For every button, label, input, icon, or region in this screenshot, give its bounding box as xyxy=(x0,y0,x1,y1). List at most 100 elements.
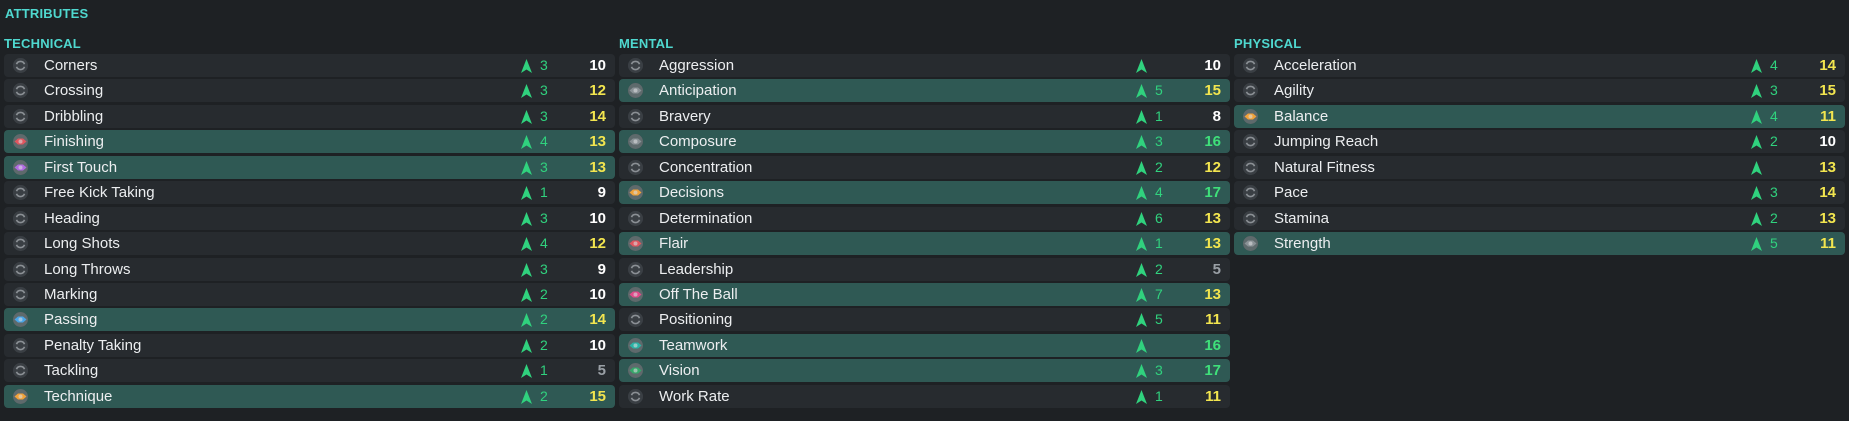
grey-key-icon xyxy=(628,83,643,99)
attribute-name: Technique xyxy=(44,387,113,405)
attribute-name: Tackling xyxy=(44,362,99,380)
attribute-row-agility[interactable]: Agility 3 15 xyxy=(1234,79,1845,103)
attribute-name: Penalty Taking xyxy=(44,336,142,354)
attribute-value: 14 xyxy=(589,107,606,125)
attribute-value: 14 xyxy=(1819,57,1836,74)
attribute-value: 10 xyxy=(1204,57,1221,74)
neutral-icon xyxy=(13,363,28,379)
attribute-change: 2 xyxy=(540,311,548,328)
neutral-icon xyxy=(1243,185,1258,201)
attribute-name: First Touch xyxy=(44,158,118,176)
attribute-change: 3 xyxy=(1770,82,1778,99)
attribute-row-work-rate[interactable]: Work Rate 1 11 xyxy=(619,384,1230,408)
up-arrow-icon xyxy=(1136,211,1147,226)
attribute-row-crossing[interactable]: Crossing 3 12 xyxy=(4,79,615,103)
attribute-row-dribbling[interactable]: Dribbling 3 14 xyxy=(4,104,615,128)
attribute-value: 15 xyxy=(1819,82,1836,100)
attribute-row-jumping-reach[interactable]: Jumping Reach 2 10 xyxy=(1234,130,1845,154)
attribute-name: Dribbling xyxy=(44,107,104,125)
up-arrow-icon xyxy=(1136,287,1147,302)
attribute-value: 13 xyxy=(1819,209,1836,227)
attribute-row-flair[interactable]: Flair 1 13 xyxy=(619,232,1230,256)
attribute-name: Determination xyxy=(659,209,753,227)
attribute-row-marking[interactable]: Marking 2 10 xyxy=(4,282,615,306)
attribute-name: Stamina xyxy=(1274,209,1330,227)
attribute-row-passing[interactable]: Passing 2 14 xyxy=(4,308,615,332)
attribute-row-concentration[interactable]: Concentration 2 12 xyxy=(619,155,1230,179)
column-heading-technical: TECHNICAL xyxy=(4,36,81,51)
attribute-value: 11 xyxy=(1820,107,1836,125)
attribute-value: 10 xyxy=(589,336,606,354)
attribute-row-long-shots[interactable]: Long Shots 4 12 xyxy=(4,232,615,256)
attribute-row-teamwork[interactable]: Teamwork 16 xyxy=(619,333,1230,357)
attribute-row-determination[interactable]: Determination 6 13 xyxy=(619,206,1230,230)
attribute-row-bravery[interactable]: Bravery 1 8 xyxy=(619,104,1230,128)
attribute-row-long-throws[interactable]: Long Throws 3 9 xyxy=(4,257,615,281)
up-arrow-icon xyxy=(1751,109,1762,124)
attribute-value: 11 xyxy=(1205,387,1221,405)
attribute-row-finishing[interactable]: Finishing 4 13 xyxy=(4,130,615,154)
technical-column: TECHNICAL Corners 3 10 Crossing 3 12 Dribbling… xyxy=(4,35,615,410)
attribute-row-off-the-ball[interactable]: Off The Ball 7 13 xyxy=(619,282,1230,306)
attribute-change: 1 xyxy=(1155,235,1163,252)
attribute-row-stamina[interactable]: Stamina 2 13 xyxy=(1234,206,1845,230)
physical-column: PHYSICAL Acceleration 4 14 Agility 3 15 Balanc… xyxy=(1234,35,1845,258)
attribute-name: Marking xyxy=(44,285,98,303)
column-heading-physical: PHYSICAL xyxy=(1234,36,1302,51)
neutral-icon xyxy=(628,312,643,328)
attribute-row-natural-fitness[interactable]: Natural Fitness 13 xyxy=(1234,155,1845,179)
up-arrow-icon xyxy=(521,287,532,302)
attribute-row-first-touch[interactable]: First Touch 3 13 xyxy=(4,155,615,179)
attribute-change: 1 xyxy=(1155,107,1163,124)
attribute-row-positioning[interactable]: Positioning 5 11 xyxy=(619,308,1230,332)
attribute-name: Teamwork xyxy=(659,336,728,354)
attribute-row-aggression[interactable]: Aggression 10 xyxy=(619,54,1230,77)
attribute-row-free-kick-taking[interactable]: Free Kick Taking 1 9 xyxy=(4,181,615,205)
attribute-name: Work Rate xyxy=(659,387,730,405)
attribute-change: 3 xyxy=(1155,133,1163,150)
attribute-row-tackling[interactable]: Tackling 1 5 xyxy=(4,359,615,383)
attribute-row-strength[interactable]: Strength 5 11 xyxy=(1234,232,1845,256)
up-arrow-icon xyxy=(521,84,532,99)
attribute-value: 13 xyxy=(1204,285,1221,303)
attribute-value: 10 xyxy=(1819,133,1836,151)
attribute-row-corners[interactable]: Corners 3 10 xyxy=(4,54,615,77)
attribute-row-pace[interactable]: Pace 3 14 xyxy=(1234,181,1845,205)
attribute-name: Vision xyxy=(659,362,700,380)
attribute-change: 3 xyxy=(540,107,548,124)
attribute-name: Composure xyxy=(659,133,737,151)
up-arrow-icon xyxy=(1751,237,1762,252)
attribute-row-acceleration[interactable]: Acceleration 4 14 xyxy=(1234,54,1845,77)
attribute-row-balance[interactable]: Balance 4 11 xyxy=(1234,104,1845,128)
up-arrow-icon xyxy=(1751,135,1762,150)
attribute-value: 8 xyxy=(1212,107,1221,125)
attribute-value: 13 xyxy=(1204,209,1221,227)
attribute-value: 5 xyxy=(597,362,606,380)
up-arrow-icon xyxy=(1136,262,1147,277)
attribute-row-heading[interactable]: Heading 3 10 xyxy=(4,206,615,230)
grey-key-icon xyxy=(1243,236,1258,252)
attribute-row-vision[interactable]: Vision 3 17 xyxy=(619,359,1230,383)
attribute-row-anticipation[interactable]: Anticipation 5 15 xyxy=(619,79,1230,103)
page-title: ATTRIBUTES xyxy=(5,6,89,21)
attribute-change: 2 xyxy=(1770,133,1778,150)
column-heading-mental: MENTAL xyxy=(619,36,674,51)
attribute-row-composure[interactable]: Composure 3 16 xyxy=(619,130,1230,154)
up-arrow-icon xyxy=(521,389,532,404)
attribute-change: 3 xyxy=(540,260,548,277)
attribute-name: Balance xyxy=(1274,107,1329,125)
neutral-icon xyxy=(628,108,643,124)
attribute-row-technique[interactable]: Technique 2 15 xyxy=(4,384,615,408)
attribute-value: 13 xyxy=(589,133,606,151)
attribute-row-decisions[interactable]: Decisions 4 17 xyxy=(619,181,1230,205)
attribute-change: 3 xyxy=(1155,362,1163,379)
red-key-icon xyxy=(628,236,643,252)
attribute-name: Jumping Reach xyxy=(1274,133,1379,151)
attribute-value: 11 xyxy=(1820,235,1836,253)
up-arrow-icon xyxy=(521,364,532,379)
attribute-row-leadership[interactable]: Leadership 2 5 xyxy=(619,257,1230,281)
neutral-icon xyxy=(1243,210,1258,226)
attribute-value: 10 xyxy=(589,57,606,74)
neutral-icon xyxy=(13,210,28,226)
attribute-row-penalty-taking[interactable]: Penalty Taking 2 10 xyxy=(4,333,615,357)
